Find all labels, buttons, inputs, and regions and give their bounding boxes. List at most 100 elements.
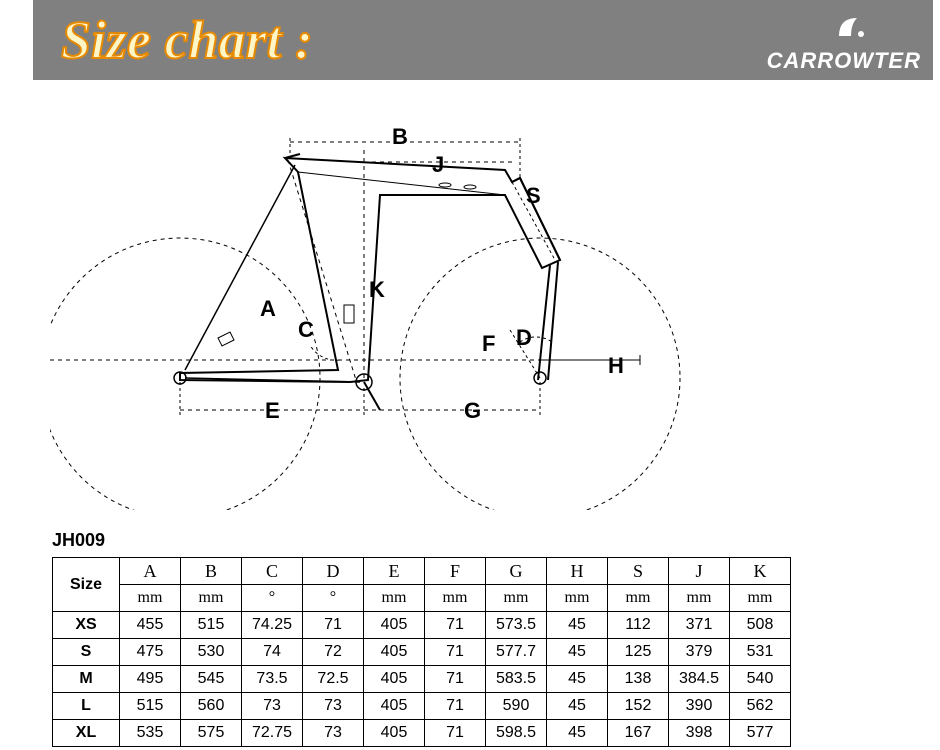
content-area: BJSKACDFHEG JH009 Size ABCDEFGHSJK mmmm°… [0, 80, 940, 747]
column-unit: mm [608, 585, 669, 612]
size-value: 71 [425, 639, 486, 666]
size-value: 455 [120, 612, 181, 639]
size-value: 71 [425, 693, 486, 720]
brand-logo-icon [833, 8, 873, 48]
table-row: L51556073734057159045152390562 [53, 693, 791, 720]
size-value: 577 [730, 720, 791, 747]
column-letter: G [486, 558, 547, 585]
column-letter: E [364, 558, 425, 585]
column-letter: B [181, 558, 242, 585]
size-value: 73.5 [242, 666, 303, 693]
size-value: 125 [608, 639, 669, 666]
size-value: 540 [730, 666, 791, 693]
size-chart-table: Size ABCDEFGHSJK mmmm°°mmmmmmmmmmmmmm XS… [52, 557, 791, 747]
size-value: 152 [608, 693, 669, 720]
size-value: 390 [669, 693, 730, 720]
brand-name: CARROWTER [767, 48, 921, 74]
table-body: XS45551574.257140571573.545112371508S475… [53, 612, 791, 747]
size-value: 73 [242, 693, 303, 720]
size-value: 45 [547, 720, 608, 747]
size-value: 71 [425, 720, 486, 747]
size-column-header: Size [53, 558, 120, 612]
size-value: 560 [181, 693, 242, 720]
banner-title: Size chart : [61, 9, 313, 71]
column-letter: J [669, 558, 730, 585]
size-value: 138 [608, 666, 669, 693]
size-value: 45 [547, 666, 608, 693]
column-letter: D [303, 558, 364, 585]
size-value: 515 [120, 693, 181, 720]
size-value: 495 [120, 666, 181, 693]
column-letter: F [425, 558, 486, 585]
size-value: 112 [608, 612, 669, 639]
column-unit: mm [425, 585, 486, 612]
dimension-label-b: B [392, 124, 408, 150]
size-value: 530 [181, 639, 242, 666]
model-code: JH009 [52, 530, 900, 551]
size-value: 74.25 [242, 612, 303, 639]
size-value: 405 [364, 720, 425, 747]
diagram-svg [50, 110, 750, 510]
column-unit: ° [303, 585, 364, 612]
size-value: 72.75 [242, 720, 303, 747]
dimension-label-d: D [516, 325, 532, 351]
column-unit: mm [669, 585, 730, 612]
column-unit: mm [486, 585, 547, 612]
size-value: 583.5 [486, 666, 547, 693]
size-value: 73 [303, 720, 364, 747]
size-value: 545 [181, 666, 242, 693]
size-label: L [53, 693, 120, 720]
size-value: 71 [425, 612, 486, 639]
size-value: 508 [730, 612, 791, 639]
column-letter: H [547, 558, 608, 585]
size-value: 167 [608, 720, 669, 747]
dimension-label-a: A [260, 296, 276, 322]
size-chart-banner: Size chart : CARROWTER [33, 0, 933, 80]
size-value: 515 [181, 612, 242, 639]
size-value: 74 [242, 639, 303, 666]
size-value: 475 [120, 639, 181, 666]
column-unit: mm [730, 585, 791, 612]
size-value: 71 [303, 612, 364, 639]
column-letter: S [608, 558, 669, 585]
column-unit: mm [181, 585, 242, 612]
size-value: 562 [730, 693, 791, 720]
table-row: M49554573.572.540571583.545138384.5540 [53, 666, 791, 693]
size-value: 531 [730, 639, 791, 666]
size-value: 575 [181, 720, 242, 747]
size-value: 45 [547, 612, 608, 639]
dimension-label-e: E [265, 398, 280, 424]
column-unit: mm [364, 585, 425, 612]
size-value: 71 [425, 666, 486, 693]
dimension-label-g: G [464, 398, 481, 424]
size-value: 405 [364, 666, 425, 693]
table-row: XS45551574.257140571573.545112371508 [53, 612, 791, 639]
dimension-label-s: S [526, 183, 541, 209]
column-unit: ° [242, 585, 303, 612]
table-row: S475530747240571577.745125379531 [53, 639, 791, 666]
size-value: 72 [303, 639, 364, 666]
size-value: 398 [669, 720, 730, 747]
column-letter: K [730, 558, 791, 585]
size-value: 405 [364, 639, 425, 666]
size-value: 379 [669, 639, 730, 666]
column-letter: C [242, 558, 303, 585]
dimension-label-c: C [298, 317, 314, 343]
size-value: 72.5 [303, 666, 364, 693]
dimension-label-k: K [369, 277, 385, 303]
size-value: 573.5 [486, 612, 547, 639]
dimension-label-f: F [482, 331, 495, 357]
column-unit: mm [547, 585, 608, 612]
column-unit: mm [120, 585, 181, 612]
size-value: 598.5 [486, 720, 547, 747]
size-value: 590 [486, 693, 547, 720]
table-header: Size ABCDEFGHSJK mmmm°°mmmmmmmmmmmmmm [53, 558, 791, 612]
size-label: XL [53, 720, 120, 747]
size-label: XS [53, 612, 120, 639]
size-value: 384.5 [669, 666, 730, 693]
size-value: 405 [364, 612, 425, 639]
size-label: S [53, 639, 120, 666]
table-row: XL53557572.757340571598.545167398577 [53, 720, 791, 747]
bike-geometry-diagram: BJSKACDFHEG [50, 110, 750, 510]
dimension-label-j: J [432, 152, 444, 178]
